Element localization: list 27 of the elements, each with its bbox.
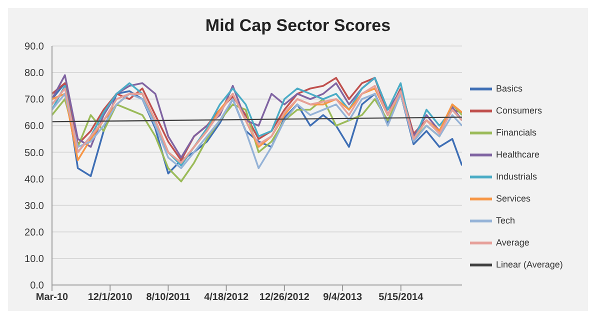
legend-label: Average [496,236,530,247]
y-tick-label: 60.0 [24,121,44,132]
x-tick-label: 12/26/2012 [259,292,310,304]
y-tick-label: 40.0 [24,174,44,186]
legend-label: Industrials [496,170,538,181]
y-tick-label: 70.0 [24,94,44,106]
y-tick-label: 50.0 [24,148,44,159]
y-tick-label: 80.0 [24,68,44,80]
y-tick-label: 30.0 [24,200,44,212]
legend-label: Basics [496,82,523,93]
legend-label: Services [496,192,531,203]
y-tick-label: 0.0 [30,280,44,292]
x-tick-label: Mar-10 [36,292,69,304]
x-tick-label: 8/10/2011 [146,292,191,304]
legend-label: Healthcare [496,148,540,159]
x-tick-label: 5/15/2014 [378,292,424,304]
legend-label: Tech [496,214,516,225]
y-tick-label: 20.0 [24,227,44,238]
y-tick-label: 90.0 [24,42,44,53]
x-tick-label: 12/1/2010 [88,292,133,304]
x-tick-label: 4/18/2012 [204,292,250,304]
legend-label: Linear (Average) [496,258,563,269]
x-tick-label: 9/4/2013 [323,292,362,304]
legend-label: Consumers [496,104,542,115]
y-tick-label: 10.0 [24,254,44,265]
legend-label: Financials [496,126,537,137]
chart-title: Mid Cap Sector Scores [204,15,392,37]
